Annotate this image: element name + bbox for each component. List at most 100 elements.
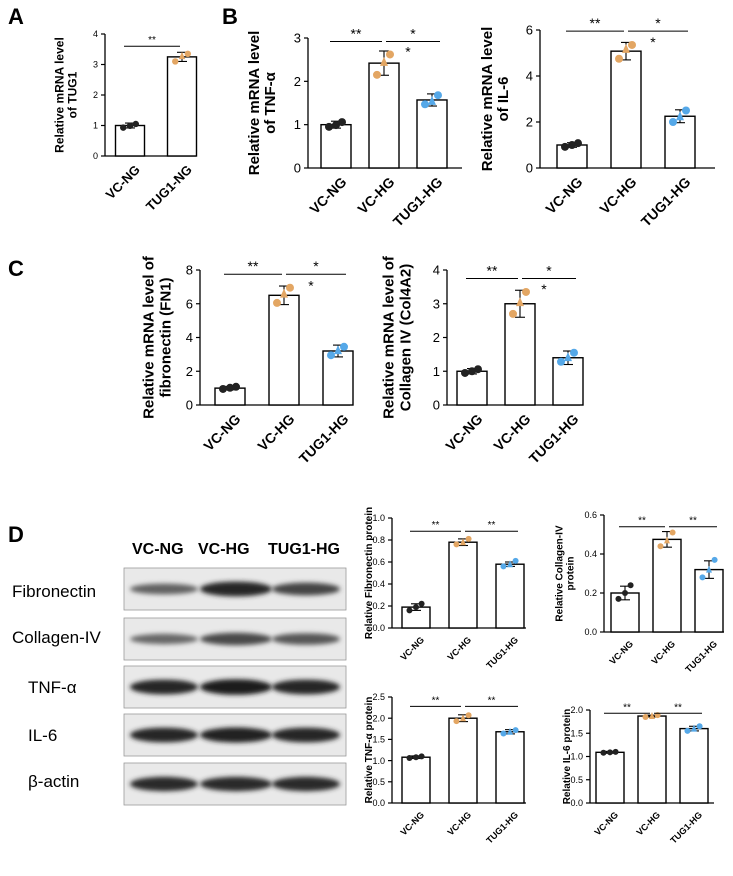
tug1-ylabel-1: of TUG1 — [66, 71, 80, 118]
fn1-point-1-1 — [286, 283, 294, 292]
il6-point-2-2 — [676, 111, 684, 121]
il6_protein-category-label-1: VC-HG — [634, 810, 662, 838]
il6_protein-ytick-label-0: 0.0 — [570, 798, 583, 808]
tnfa_protein-point-2-1 — [512, 727, 519, 734]
col4a2-sig-extra-0: * — [541, 281, 547, 297]
il6_protein-point-0-2 — [607, 749, 613, 756]
il6_protein-point-0-0 — [600, 749, 607, 756]
collagen_protein-ytick-label-1: 0.2 — [584, 588, 597, 598]
il6_protein-point-1-2 — [649, 712, 655, 720]
collagen_protein-point-0-0 — [615, 595, 622, 602]
fibronectin_protein-point-1-0 — [453, 541, 460, 548]
col4a2-ytick-label-2: 2 — [433, 330, 440, 345]
fibronectin_protein-ytick-label-1: 0.2 — [372, 601, 385, 611]
il6-ytick-label-1: 2 — [526, 115, 533, 130]
col4a2-bar-1 — [504, 303, 536, 406]
tnfa-bar-0 — [320, 123, 352, 169]
col4a2-ytick-label-1: 1 — [433, 364, 440, 379]
fn1-bar-2 — [322, 350, 354, 406]
tnfa-sig-label-0: ** — [351, 25, 362, 41]
blot-lane-label-vc-hg: VC-HG — [198, 541, 250, 558]
tnfa-ytick-label-2: 2 — [294, 74, 301, 89]
tnfa_protein-point-1-2 — [460, 714, 466, 722]
tug1-point-0-0 — [120, 124, 127, 131]
collagen_protein-ytick-label-2: 0.4 — [584, 549, 597, 559]
fn1-point-0-1 — [232, 382, 240, 391]
fibronectin_protein-ylabel-0: Relative Fibronectin protein — [364, 507, 375, 639]
collagen_protein-sig-label-1: ** — [689, 516, 697, 527]
il6-point-0-0 — [561, 142, 569, 151]
tug1-ytick-label-2: 2 — [93, 90, 98, 100]
tnfa_protein-point-0-2 — [413, 754, 419, 761]
tnfa_protein-point-2-2 — [507, 727, 513, 735]
tnfa_protein-ytick-label-2: 1.0 — [372, 756, 385, 766]
tug1-ytick-label-4: 4 — [93, 29, 98, 39]
il6-bar-1 — [610, 50, 642, 169]
collagen_protein-ylabel-1: protein — [566, 557, 577, 591]
tnfa-sig-extra-0: * — [405, 43, 411, 59]
panel-letter-d: D — [8, 522, 24, 547]
fn1-ytick-label-3: 6 — [186, 296, 193, 311]
il6_protein-sig-label-1: ** — [674, 702, 682, 713]
blot-lane-label-tug1-hg: TUG1-HG — [268, 541, 340, 558]
tnfa_protein-bar-1 — [448, 717, 478, 804]
il6-point-1-1 — [628, 40, 636, 49]
blot-row-label-il6: IL-6 — [28, 726, 58, 745]
col4a2-ytick-label-4: 4 — [433, 263, 440, 278]
fn1-ylabel-1: fibronectin (FN1) — [158, 278, 175, 398]
il6_protein-category-label-0: VC-NG — [592, 810, 620, 838]
tnfa_protein-bar-0 — [401, 756, 431, 804]
tnfa-point-1-1 — [386, 50, 394, 59]
tnfa_protein-ytick-label-4: 2.0 — [372, 713, 385, 723]
tnfa_protein-point-0-1 — [418, 753, 425, 760]
tug1-point-0-2 — [126, 122, 134, 130]
collagen_protein-ylabel-0: Relative Collagen-IV — [555, 525, 566, 621]
collagen_protein-point-2-1 — [711, 556, 718, 563]
tnfa_protein-point-1-1 — [465, 712, 472, 719]
il6_protein-point-0-1 — [612, 748, 619, 755]
tnfa_protein-point-0-0 — [406, 755, 413, 762]
collagen_protein-sig-label-0: ** — [638, 516, 646, 527]
tnfa_protein-sig-label-1: ** — [488, 695, 496, 706]
il6_protein-ylabel-0: Relative IL-6 protein — [562, 709, 573, 805]
tug1-ytick-label-0: 0 — [93, 151, 98, 161]
collagen_protein-point-1-2 — [664, 536, 670, 544]
il6-sig-extra-0: * — [650, 34, 656, 50]
il6-bar-2 — [664, 115, 696, 169]
fn1-sig-label-0: ** — [248, 258, 259, 274]
il6-ytick-label-2: 4 — [526, 69, 533, 84]
fibronectin_protein-ytick-label-2: 0.4 — [372, 579, 385, 589]
blot-lane-label-vc-ng: VC-NG — [132, 541, 184, 558]
tnfa-point-0-1 — [338, 118, 346, 127]
tnfa-ytick-label-0: 0 — [294, 161, 301, 176]
fn1-point-2-0 — [327, 351, 335, 360]
panel-letter-c: C — [8, 256, 24, 281]
fibronectin_protein-point-2-2 — [507, 560, 513, 568]
collagen_protein-point-1-1 — [669, 529, 676, 536]
tnfa-ylabel-1: of TNF-α — [262, 71, 279, 133]
fn1-sig-label-1: * — [313, 258, 319, 274]
panel-letter-a: A — [8, 4, 24, 29]
fn1-ylabel-0: Relative mRNA level of — [141, 255, 158, 419]
il6-sig-label-0: ** — [590, 15, 601, 31]
tnfa_protein-ytick-label-3: 1.5 — [372, 735, 385, 745]
il6-ylabel-1: of IL-6 — [495, 77, 512, 122]
il6_protein-sig-label-0: ** — [623, 702, 631, 713]
tnfa_protein-ylabel-0: Relative TNF-α protein — [364, 697, 375, 804]
col4a2-bar-0 — [456, 370, 488, 406]
blot-row-label-tnfa: TNF-α — [28, 678, 77, 697]
tnfa-ytick-label-3: 3 — [294, 31, 301, 46]
tnfa-point-1-2 — [380, 56, 388, 66]
tug1-point-1-0 — [172, 58, 179, 65]
fibronectin_protein-point-1-1 — [465, 535, 472, 542]
collagen_protein-ytick-label-0: 0.0 — [584, 627, 597, 637]
fibronectin_protein-ytick-label-0: 0.0 — [372, 623, 385, 633]
il6_protein-point-2-1 — [696, 723, 703, 730]
blot-row-label-fibronectin: Fibronectin — [12, 582, 97, 601]
tnfa-point-0-0 — [325, 122, 333, 131]
